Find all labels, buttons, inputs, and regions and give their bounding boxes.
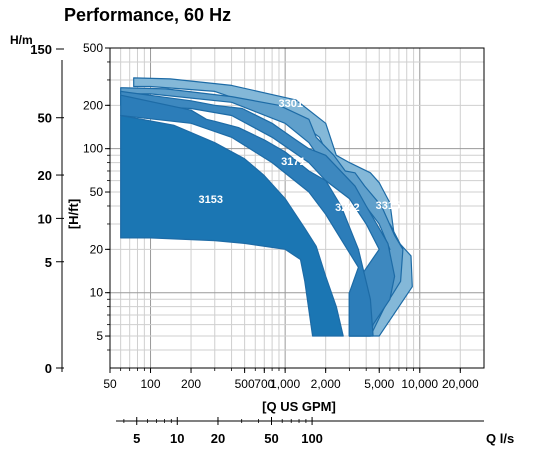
area-label-3171: 3171 — [281, 156, 305, 168]
area-label-3202: 3202 — [335, 202, 359, 214]
m-tick-label: 10 — [38, 211, 52, 226]
x-tick-label: 10,000 — [401, 377, 438, 391]
plot-frame — [109, 47, 485, 369]
y-axis-label: [H/ft] — [66, 199, 81, 229]
chart-title: Performance, 60 Hz — [64, 5, 231, 25]
x-tick-label: 20,000 — [442, 377, 479, 391]
x-tick-label: 700 — [254, 377, 274, 391]
x-tick-label: 500 — [235, 377, 255, 391]
y-tick-label: 100 — [83, 142, 103, 156]
x-tick-label: 1,000 — [270, 377, 300, 391]
x-tick-label: 200 — [181, 377, 201, 391]
y-tick-label: 50 — [90, 185, 104, 199]
x-tick-label: 2,000 — [311, 377, 341, 391]
y-axis-ft-ticks: 5 10 20 50 100 200 500 — [83, 41, 110, 351]
y-tick-label: 5 — [96, 329, 103, 343]
y-tick-label: 500 — [83, 41, 103, 55]
performance-areas — [120, 77, 413, 337]
area-labels: 3315 3301 3202 3171 3153 — [198, 98, 400, 214]
m-tick-label: 20 — [38, 168, 52, 183]
ls-tick-label: 20 — [211, 431, 225, 446]
area-3171 — [120, 94, 374, 337]
ls-tick-label: 100 — [301, 431, 323, 446]
y-tick-label: 20 — [90, 242, 104, 256]
secondary-y-axis-label: H/m — [10, 33, 33, 47]
y-tick-label: 200 — [83, 98, 103, 112]
x-axis-label: [Q US GPM] — [262, 399, 336, 414]
x-tick-label: 100 — [141, 377, 161, 391]
y-tick-label: 10 — [90, 286, 104, 300]
plot-area — [109, 47, 485, 369]
area-3153 — [120, 114, 344, 337]
m-tick-label: 150 — [30, 42, 52, 57]
m-tick-label: 0 — [45, 361, 52, 376]
area-label-3301: 3301 — [278, 98, 302, 110]
ls-tick-label: 10 — [170, 431, 184, 446]
secondary-x-axis-label: Q l/s — [486, 431, 514, 446]
ls-tick-label: 5 — [133, 431, 140, 446]
x-tick-label: 5,000 — [364, 377, 394, 391]
m-tick-label: 50 — [38, 111, 52, 126]
area-label-3315: 3315 — [376, 200, 400, 212]
m-tick-label: 5 — [45, 255, 52, 270]
x-tick-label: 50 — [103, 377, 117, 391]
area-label-3153: 3153 — [198, 194, 222, 206]
ls-tick-label: 50 — [264, 431, 278, 446]
